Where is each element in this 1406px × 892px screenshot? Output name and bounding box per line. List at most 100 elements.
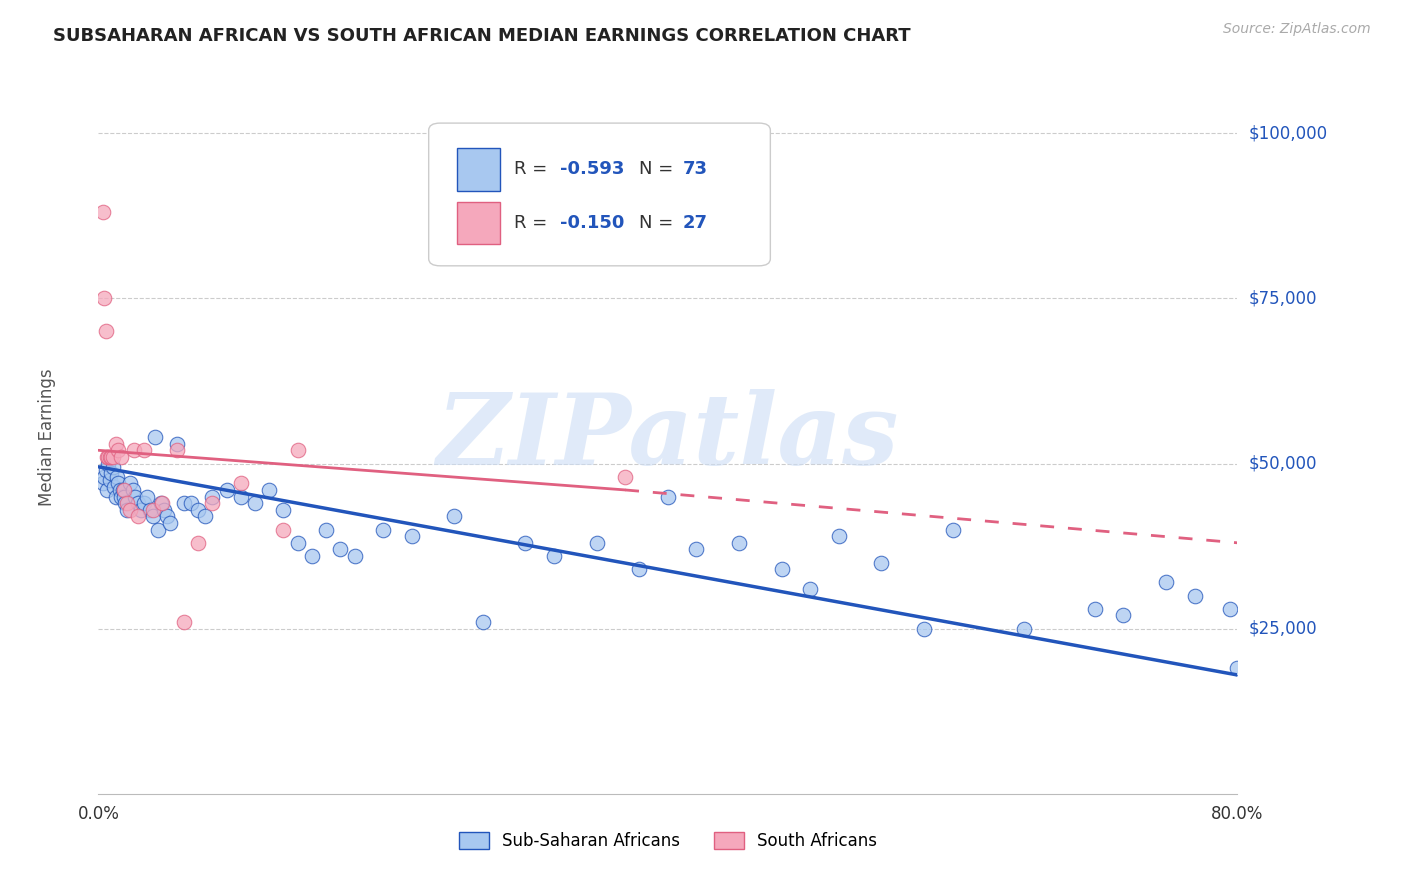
- Point: [156, 509, 179, 524]
- Point: [108, 483, 131, 497]
- Point: [401, 529, 423, 543]
- Point: [145, 430, 167, 444]
- Point: [543, 549, 565, 563]
- Point: [1184, 589, 1206, 603]
- Text: SUBSAHARAN AFRICAN VS SOUTH AFRICAN MEDIAN EARNINGS CORRELATION CHART: SUBSAHARAN AFRICAN VS SOUTH AFRICAN MEDI…: [53, 27, 911, 45]
- Point: [127, 509, 149, 524]
- Text: R =: R =: [515, 161, 553, 178]
- Point: [111, 483, 134, 497]
- Point: [112, 490, 135, 504]
- Point: [105, 469, 128, 483]
- Text: $75,000: $75,000: [1249, 289, 1317, 308]
- Point: [187, 536, 209, 550]
- Point: [91, 205, 114, 219]
- Point: [98, 450, 121, 464]
- Point: [150, 496, 173, 510]
- Point: [728, 536, 751, 550]
- Point: [287, 443, 309, 458]
- Point: [614, 469, 637, 483]
- Point: [301, 549, 323, 563]
- Point: [1154, 575, 1177, 590]
- Point: [98, 473, 121, 487]
- Point: [115, 502, 138, 516]
- Legend: Sub-Saharan Africans, South Africans: Sub-Saharan Africans, South Africans: [453, 825, 883, 857]
- Point: [135, 490, 157, 504]
- Point: [93, 469, 115, 483]
- Point: [103, 480, 125, 494]
- Point: [471, 615, 494, 629]
- Point: [107, 443, 129, 458]
- Text: -0.593: -0.593: [560, 161, 624, 178]
- Point: [194, 509, 217, 524]
- Point: [101, 459, 124, 474]
- Text: $50,000: $50,000: [1249, 455, 1317, 473]
- Point: [166, 443, 188, 458]
- Point: [148, 523, 170, 537]
- Point: [685, 542, 707, 557]
- Point: [187, 502, 209, 516]
- Text: R =: R =: [515, 214, 553, 232]
- Point: [1226, 661, 1249, 675]
- Point: [93, 291, 115, 305]
- Point: [329, 542, 352, 557]
- Point: [94, 463, 117, 477]
- Point: [110, 490, 132, 504]
- Point: [115, 496, 138, 510]
- Point: [180, 496, 202, 510]
- Point: [141, 509, 163, 524]
- FancyBboxPatch shape: [457, 202, 501, 244]
- Point: [97, 457, 120, 471]
- Point: [201, 490, 224, 504]
- Point: [118, 502, 141, 516]
- Point: [273, 523, 295, 537]
- Point: [104, 436, 127, 450]
- Text: $25,000: $25,000: [1249, 620, 1317, 638]
- Point: [1112, 608, 1135, 623]
- Point: [94, 324, 117, 338]
- Point: [229, 476, 252, 491]
- Text: N =: N =: [640, 214, 679, 232]
- Point: [124, 490, 146, 504]
- Point: [96, 450, 118, 464]
- FancyBboxPatch shape: [429, 123, 770, 266]
- Point: [101, 450, 124, 464]
- Point: [100, 467, 122, 481]
- Text: 27: 27: [683, 214, 707, 232]
- Point: [110, 450, 132, 464]
- Point: [1012, 622, 1035, 636]
- Point: [107, 476, 129, 491]
- Point: [127, 496, 149, 510]
- Point: [91, 476, 114, 491]
- Point: [141, 502, 163, 516]
- Point: [243, 496, 266, 510]
- Text: N =: N =: [640, 161, 679, 178]
- Point: [273, 502, 295, 516]
- Point: [1219, 602, 1241, 616]
- Point: [828, 529, 851, 543]
- Text: 73: 73: [683, 161, 707, 178]
- Point: [1084, 602, 1107, 616]
- Point: [770, 562, 793, 576]
- Point: [132, 496, 155, 510]
- Point: [942, 523, 965, 537]
- Text: $100,000: $100,000: [1249, 124, 1327, 142]
- Point: [373, 523, 395, 537]
- FancyBboxPatch shape: [457, 148, 501, 191]
- Point: [122, 443, 145, 458]
- Point: [287, 536, 309, 550]
- Point: [129, 502, 152, 516]
- Point: [585, 536, 607, 550]
- Point: [97, 450, 120, 464]
- Point: [259, 483, 281, 497]
- Point: [799, 582, 821, 596]
- Text: Source: ZipAtlas.com: Source: ZipAtlas.com: [1223, 22, 1371, 37]
- Point: [132, 443, 155, 458]
- Point: [112, 483, 135, 497]
- Point: [118, 476, 141, 491]
- Text: Median Earnings: Median Earnings: [38, 368, 56, 506]
- Point: [628, 562, 651, 576]
- Point: [166, 436, 188, 450]
- Point: [315, 523, 337, 537]
- Point: [96, 483, 118, 497]
- Point: [100, 450, 122, 464]
